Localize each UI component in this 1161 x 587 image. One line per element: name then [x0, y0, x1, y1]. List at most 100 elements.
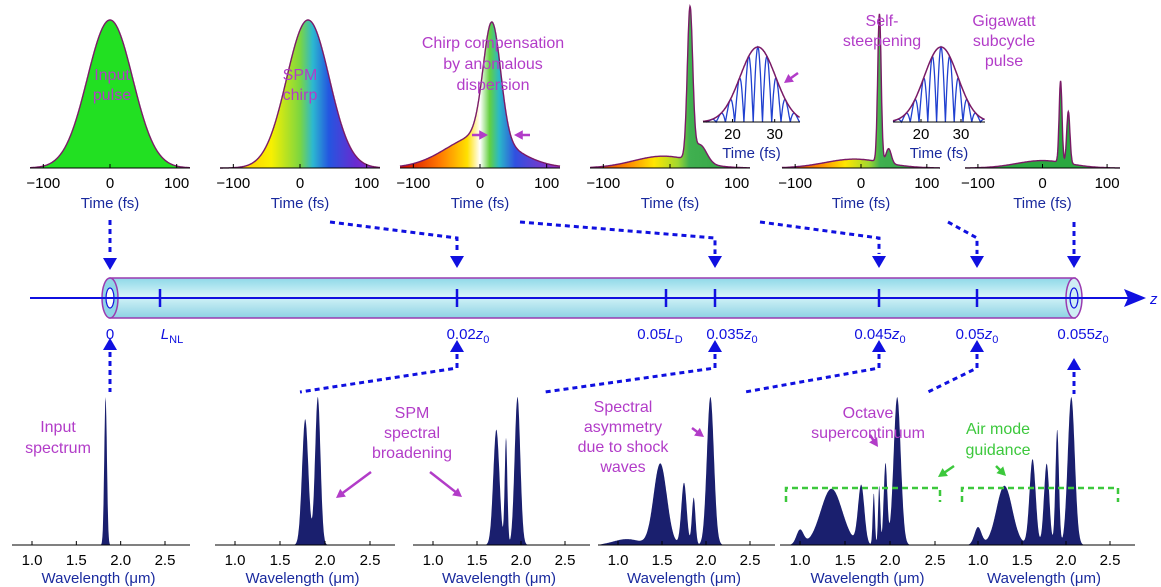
annotation-chirp-compensation: Chirp compensation [422, 35, 564, 52]
wavelength-tick-label: 1.0 [968, 552, 989, 569]
fiber-position-ticks: 0 LNL 0.02z0 0.05LD 0.035z0 0.045z0 0.05z0 0.05… [106, 289, 1109, 346]
wavelength-tick-label: 1.5 [652, 552, 673, 569]
wavelength-tick-label: 2.0 [511, 552, 532, 569]
fiber-position-label: 0.045z0 [854, 326, 905, 346]
compression-arrow-right-head [514, 130, 523, 140]
fiber-position-label: 0.05LD [637, 326, 683, 346]
annotation-input-spectrum: spectrum [25, 440, 91, 457]
z-axis: z [30, 289, 1158, 308]
time-tick-label: 0 [666, 175, 674, 192]
wavelength-tick-label: 1.0 [790, 552, 811, 569]
supercontinuum-arrow-head [869, 437, 878, 447]
fiber-position-label: LNL [161, 326, 183, 346]
connector-top-4 [759, 220, 881, 254]
connector-arrowhead [450, 256, 464, 268]
spm-arrow-left [340, 470, 372, 496]
z-axis-label: z [1149, 291, 1158, 308]
connector-arrowhead [872, 256, 886, 268]
pulse-fill [220, 20, 380, 168]
time-axis-label: Time (fs) [451, 195, 510, 212]
annotation-subcycle-pulse: pulse [985, 53, 1023, 70]
spectrum-fill [780, 397, 960, 545]
wavelength-tick-label: 2.0 [880, 552, 901, 569]
time-axis-label: Time (fs) [81, 195, 140, 212]
connector-arrowhead [708, 256, 722, 268]
spectrum-fill [413, 397, 590, 545]
wavelength-tick-label: 1.0 [423, 552, 444, 569]
time-tick-label: −100 [961, 175, 995, 192]
fiber-position-label: 0.02z0 [447, 326, 490, 346]
wavelength-tick-label: 1.0 [608, 552, 629, 569]
annotation-spm-broadening: SPM [395, 405, 430, 422]
fiber-position-label: 0.035z0 [706, 326, 757, 346]
air-mode-bracket [784, 486, 942, 502]
connector-arrowhead [103, 338, 117, 350]
pulse-panel-6: −100 0 100 Time (fs) [961, 80, 1120, 212]
wavelength-tick-label: 1.5 [66, 552, 87, 569]
time-tick-label: 100 [914, 175, 939, 192]
spectrum-fill [12, 397, 190, 545]
inset-tick-label: 30 [953, 126, 970, 143]
inset-axis-label: Time (fs) [910, 145, 969, 162]
time-tick-label: −100 [778, 175, 812, 192]
time-axis-label: Time (fs) [271, 195, 330, 212]
air-mode-bracket [960, 486, 1120, 502]
time-tick-label: 100 [1095, 175, 1120, 192]
annotation-subcycle-pulse: Gigawatt [972, 13, 1036, 30]
annotation-air-mode: guidance [966, 442, 1031, 459]
time-tick-label: −100 [396, 175, 430, 192]
wavelength-tick-label: 1.0 [225, 552, 246, 569]
annotation-self-steepening: steepening [843, 33, 921, 50]
annotation-input-pulse: pulse [93, 87, 131, 104]
annotation-spm-chirp: chirp [283, 87, 318, 104]
wavelength-tick-label: 2.0 [110, 552, 131, 569]
connector-bottom-4 [744, 354, 881, 394]
wavelength-tick-label: 2.5 [555, 552, 576, 569]
fiber-position-label: 0.05z0 [956, 326, 999, 346]
spectrum-fill [215, 397, 395, 545]
wavelength-axis-label: Wavelength (μm) [987, 570, 1101, 587]
pulse-panel-3: −100 0 100 Time (fs) [396, 21, 561, 212]
wavelength-tick-label: 1.5 [835, 552, 856, 569]
connector-arrowhead [103, 258, 117, 270]
time-tick-label: 0 [857, 175, 865, 192]
wavelength-tick-label: 1.5 [270, 552, 291, 569]
connector-arrowhead [1067, 256, 1081, 268]
connector-bottom-2 [299, 354, 459, 394]
connector-arrowhead [1067, 358, 1081, 370]
pulse-envelope [30, 19, 190, 169]
time-tick-label: 100 [724, 175, 749, 192]
spm-arrow-right [429, 471, 459, 495]
inset-tick-label: 30 [766, 126, 783, 143]
wavelength-tick-label: 2.0 [696, 552, 717, 569]
annotation-spectral-asymmetry: waves [599, 459, 645, 476]
wavelength-axis-label: Wavelength (μm) [246, 570, 360, 587]
annotation-octave-supercontinuum: Octave [843, 405, 894, 422]
self-steepening-inset: 20 30 Time (fs) [702, 45, 801, 162]
annotation-octave-supercontinuum: supercontinuum [811, 425, 925, 442]
pulse-panel-5: −100 0 100 Time (fs) [778, 13, 940, 212]
wavelength-tick-label: 2.0 [315, 552, 336, 569]
fiber-position-label: 0.055z0 [1057, 326, 1108, 346]
spm-arrow-right-head [452, 487, 462, 497]
time-tick-label: 0 [106, 175, 114, 192]
annotation-air-mode: Air mode [966, 421, 1030, 438]
annotation-spm-broadening: spectral [384, 425, 440, 442]
spectrum-fill [598, 397, 775, 545]
wavelength-tick-label: 1.0 [22, 552, 43, 569]
annotation-spm-broadening: broadening [372, 445, 452, 462]
connector-arrowhead [970, 340, 984, 352]
annotation-spectral-asymmetry: due to shock [578, 439, 670, 456]
connector-arrowhead [970, 256, 984, 268]
annotation-input-spectrum: Input [40, 419, 76, 436]
annotation-spectral-asymmetry: Spectral [594, 399, 653, 416]
subcycle-inset: 20 30 Time (fs) [892, 45, 985, 162]
wavelength-tick-label: 2.0 [1056, 552, 1077, 569]
wavelength-tick-label: 2.5 [1100, 552, 1121, 569]
time-tick-label: 0 [1038, 175, 1046, 192]
